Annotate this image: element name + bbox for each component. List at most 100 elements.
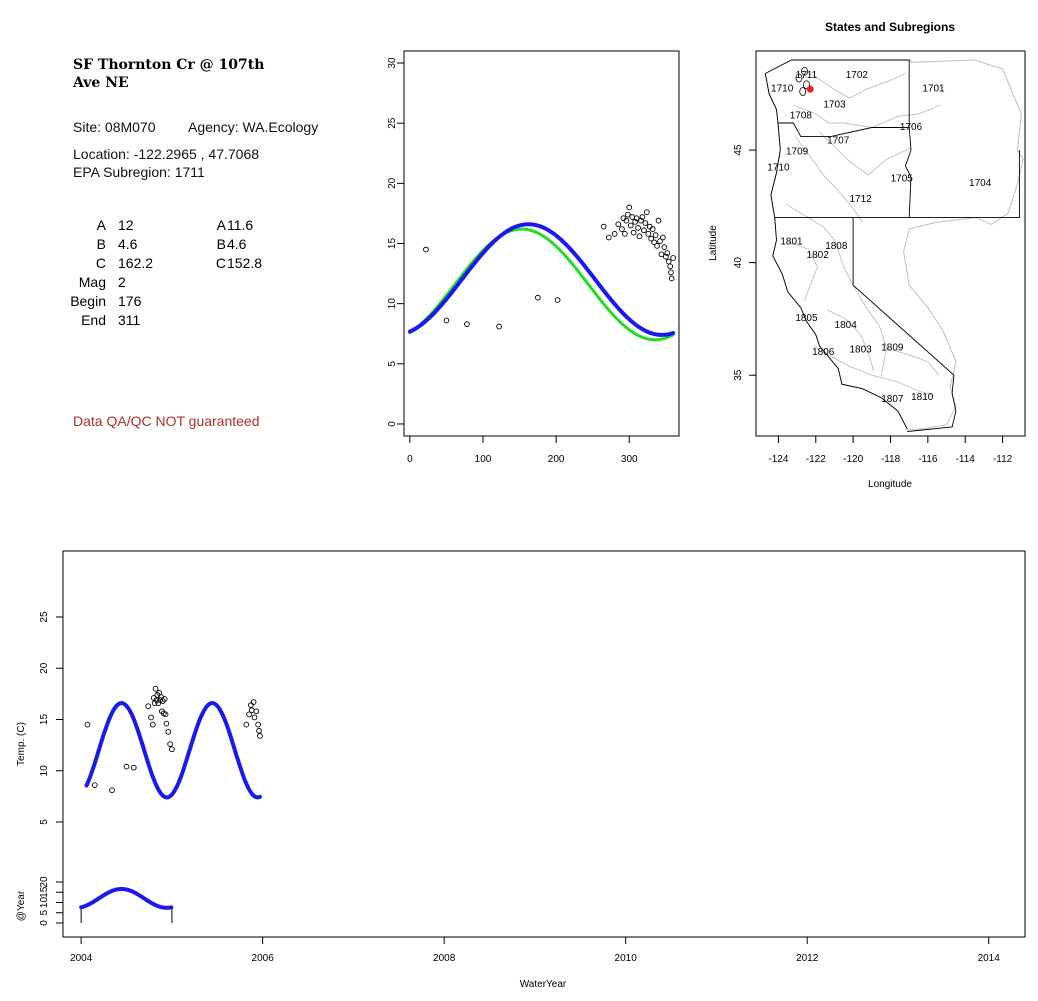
- ts-ytick-label: 10: [39, 765, 50, 777]
- subregion-boundary: [809, 73, 906, 99]
- data-point: [661, 244, 668, 250]
- doy-ytick-label: 0: [387, 421, 398, 427]
- doy-xtick-label: 0: [407, 454, 413, 465]
- ts-ytick-label: 25: [39, 611, 50, 623]
- ts-point: [109, 787, 115, 794]
- ts-point: [248, 707, 255, 714]
- data-point: [662, 253, 669, 260]
- data-point: [642, 220, 649, 226]
- ts-point: [84, 721, 91, 728]
- map-xtick-label: -124: [768, 454, 788, 465]
- doy-ytick-label: 25: [387, 117, 398, 129]
- data-point: [668, 275, 675, 282]
- state-border: [764, 73, 908, 430]
- ts-point: [246, 711, 252, 718]
- region-label: 1708: [790, 111, 813, 122]
- timeseries-xlabel: WaterYear: [520, 979, 567, 990]
- region-label: 1803: [849, 345, 872, 356]
- annual-ytick-label: 15: [39, 886, 50, 898]
- map-region-labels: 1702170117111710170317081706170717091710…: [767, 70, 991, 405]
- ts-xtick-label: 2004: [70, 953, 93, 964]
- map-xtick-label: -122: [806, 454, 826, 465]
- ts-point: [163, 720, 170, 727]
- data-point: [622, 231, 628, 237]
- qa-disclaimer: Data QA/QC NOT guaranteed: [73, 413, 260, 429]
- doy-ytick-label: 15: [387, 238, 398, 250]
- data-point: [660, 234, 666, 241]
- region-label: 1709: [786, 147, 809, 158]
- region-label: 1710: [771, 84, 794, 95]
- subregion-boundary: [793, 104, 942, 128]
- ts-xtick-label: 2010: [615, 953, 638, 964]
- data-point: [611, 231, 618, 237]
- ts-xtick-label: 2014: [978, 953, 1001, 964]
- region-label: 1804: [835, 320, 858, 331]
- site-title-line2: Ave NE: [73, 75, 129, 91]
- region-label: 1704: [969, 178, 992, 189]
- data-point: [665, 258, 672, 265]
- annual-ytick-label: 20: [39, 876, 50, 888]
- map-xtick-label: -120: [843, 454, 863, 465]
- data-point: [623, 217, 630, 224]
- region-label: 1703: [823, 99, 846, 110]
- map-ylabel: Latitude: [708, 225, 719, 261]
- data-point: [643, 209, 650, 216]
- ts-point: [130, 764, 137, 771]
- region-label: 1701: [922, 84, 945, 95]
- subregion-boundary: [886, 347, 940, 376]
- island-outline: [803, 80, 810, 90]
- timeseries-ylabel: Temp. (C): [16, 722, 27, 766]
- timeseries-frame: [62, 550, 1026, 938]
- data-point: [627, 222, 634, 229]
- subregion-boundary: [819, 131, 912, 176]
- data-point: [464, 321, 470, 327]
- doy-ytick-label: 20: [387, 177, 398, 189]
- state-border: [778, 122, 910, 138]
- location: Location: -122.2965 , 47.7068: [73, 146, 260, 162]
- ts-xtick-label: 2006: [252, 953, 275, 964]
- ts-ytick-label: 15: [39, 714, 50, 726]
- region-label: 1705: [891, 174, 914, 185]
- site-title: SF Thornton Cr @ 107th Ave NE: [73, 56, 303, 92]
- region-label: 1712: [849, 194, 872, 205]
- doy-xtick-label: 200: [548, 454, 565, 465]
- subregion-boundary: [813, 345, 934, 396]
- region-label: 1711: [796, 70, 818, 81]
- subregion-boundary: [785, 203, 888, 376]
- data-point: [600, 223, 607, 230]
- map-xtick-label: -112: [993, 454, 1013, 465]
- region-label: 1706: [900, 122, 923, 133]
- ts-point: [151, 700, 158, 706]
- data-point: [626, 204, 633, 211]
- data-point: [667, 263, 674, 270]
- island-outline: [795, 73, 803, 83]
- ts-point: [251, 714, 258, 721]
- data-point: [624, 211, 631, 218]
- ts-point: [250, 699, 257, 705]
- site-marker: [806, 85, 814, 93]
- data-point: [423, 246, 429, 253]
- region-label: 1808: [825, 241, 848, 252]
- ts-point: [165, 728, 172, 735]
- region-label: 1809: [881, 342, 904, 353]
- data-point: [654, 243, 660, 249]
- ts-point: [153, 697, 160, 703]
- doy-fit-green: [408, 227, 675, 342]
- annual-ytick-label: 10: [39, 897, 50, 909]
- map-ytick-label: 45: [733, 144, 744, 156]
- map-boundaries: [764, 59, 1024, 432]
- data-point: [668, 269, 674, 276]
- map-xtick-label: -116: [918, 454, 938, 465]
- ts-point: [161, 696, 168, 702]
- ts-point: [167, 741, 173, 747]
- annual-ytick-label: 0: [39, 920, 50, 926]
- ts-point: [152, 685, 159, 692]
- ts-point: [91, 782, 98, 788]
- data-point: [496, 323, 502, 330]
- ts-point: [248, 702, 254, 709]
- ts-point: [149, 721, 156, 728]
- timeseries-points: [84, 685, 263, 794]
- data-point: [645, 231, 652, 237]
- doy-xtick-label: 100: [475, 454, 492, 465]
